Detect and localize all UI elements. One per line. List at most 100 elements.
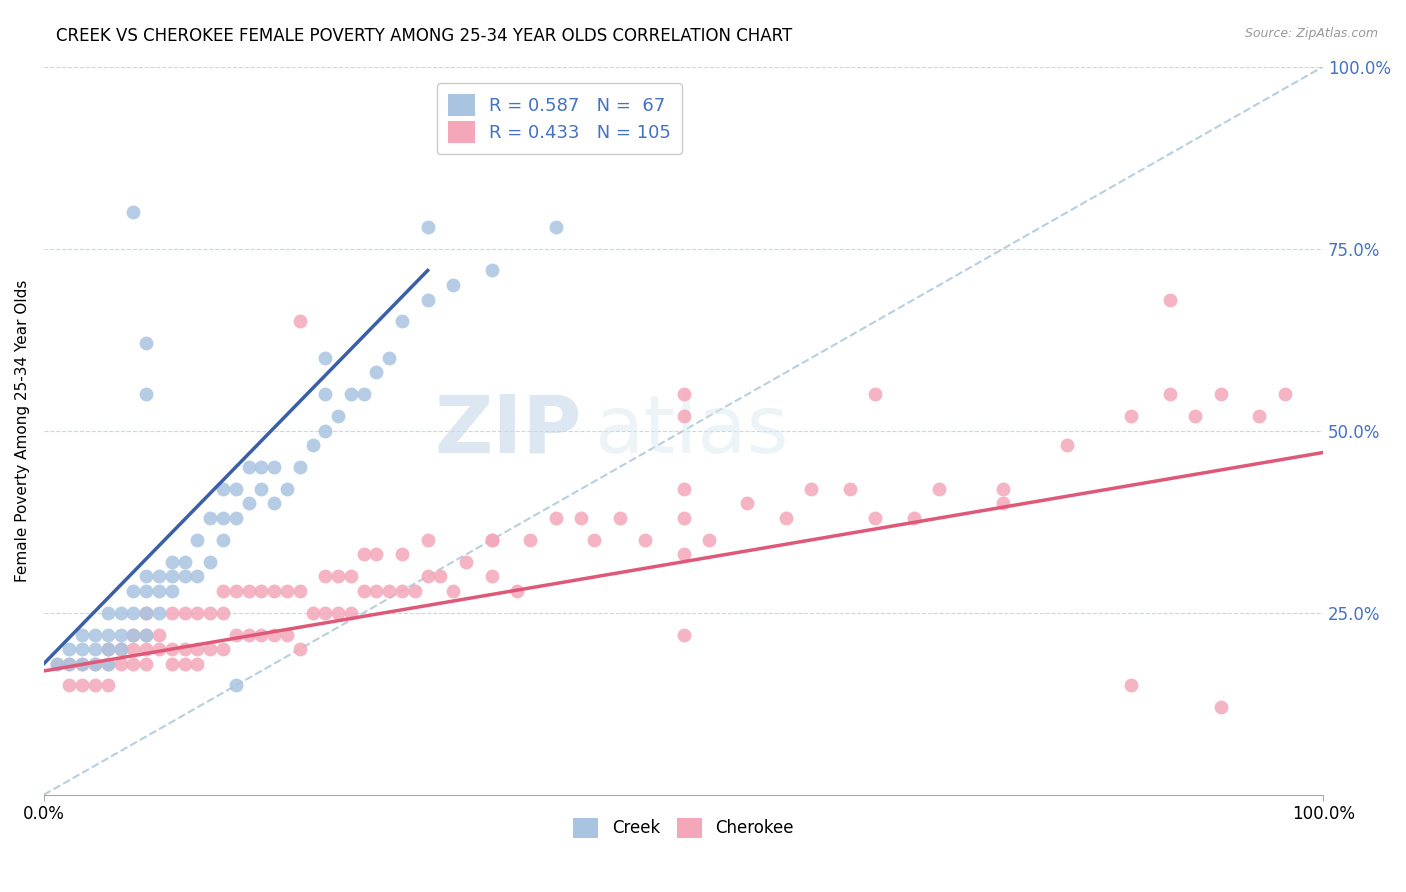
Point: [416, 569, 439, 583]
Point: [84, 627, 107, 641]
Point: [135, 642, 157, 657]
Point: [212, 511, 235, 525]
Point: [441, 583, 464, 598]
Point: [135, 606, 157, 620]
Point: [225, 511, 247, 525]
Point: [84, 678, 107, 692]
Point: [148, 569, 170, 583]
Point: [378, 351, 401, 365]
Point: [173, 657, 195, 671]
Point: [186, 606, 208, 620]
Point: [416, 219, 439, 234]
Point: [353, 387, 375, 401]
Point: [391, 583, 413, 598]
Point: [135, 606, 157, 620]
Point: [122, 627, 145, 641]
Point: [186, 642, 208, 657]
Point: [148, 583, 170, 598]
Point: [481, 569, 503, 583]
Point: [672, 548, 695, 562]
Point: [838, 482, 860, 496]
Point: [212, 606, 235, 620]
Point: [122, 583, 145, 598]
Point: [288, 642, 311, 657]
Point: [1159, 293, 1181, 307]
Point: [404, 583, 426, 598]
Point: [148, 627, 170, 641]
Point: [366, 548, 388, 562]
Point: [122, 606, 145, 620]
Point: [97, 606, 120, 620]
Point: [737, 496, 759, 510]
Point: [1274, 387, 1296, 401]
Point: [865, 387, 887, 401]
Point: [544, 511, 567, 525]
Point: [160, 569, 183, 583]
Point: [135, 583, 157, 598]
Point: [481, 263, 503, 277]
Point: [198, 555, 221, 569]
Point: [340, 387, 363, 401]
Point: [160, 642, 183, 657]
Point: [353, 548, 375, 562]
Point: [250, 482, 273, 496]
Point: [314, 387, 336, 401]
Point: [173, 555, 195, 569]
Point: [391, 314, 413, 328]
Point: [314, 351, 336, 365]
Point: [326, 606, 349, 620]
Point: [441, 278, 464, 293]
Point: [366, 365, 388, 379]
Point: [697, 533, 720, 547]
Point: [1121, 409, 1143, 423]
Point: [212, 583, 235, 598]
Point: [238, 627, 260, 641]
Point: [58, 678, 80, 692]
Point: [238, 496, 260, 510]
Point: [160, 657, 183, 671]
Point: [186, 533, 208, 547]
Point: [110, 606, 132, 620]
Point: [326, 409, 349, 423]
Point: [122, 627, 145, 641]
Point: [225, 482, 247, 496]
Point: [1184, 409, 1206, 423]
Point: [122, 657, 145, 671]
Point: [45, 657, 67, 671]
Point: [353, 583, 375, 598]
Point: [263, 460, 285, 475]
Point: [135, 627, 157, 641]
Point: [1056, 438, 1078, 452]
Point: [276, 627, 298, 641]
Point: [378, 583, 401, 598]
Point: [506, 583, 529, 598]
Point: [800, 482, 823, 496]
Point: [238, 583, 260, 598]
Point: [544, 219, 567, 234]
Point: [1159, 387, 1181, 401]
Text: CREEK VS CHEROKEE FEMALE POVERTY AMONG 25-34 YEAR OLDS CORRELATION CHART: CREEK VS CHEROKEE FEMALE POVERTY AMONG 2…: [56, 27, 793, 45]
Point: [672, 511, 695, 525]
Point: [391, 548, 413, 562]
Legend: Creek, Cherokee: Creek, Cherokee: [567, 811, 800, 845]
Point: [288, 460, 311, 475]
Point: [225, 627, 247, 641]
Point: [416, 293, 439, 307]
Point: [519, 533, 541, 547]
Point: [301, 606, 323, 620]
Point: [1209, 387, 1232, 401]
Point: [212, 482, 235, 496]
Point: [416, 533, 439, 547]
Point: [301, 438, 323, 452]
Point: [84, 657, 107, 671]
Point: [429, 569, 451, 583]
Point: [340, 606, 363, 620]
Point: [288, 583, 311, 598]
Point: [1209, 700, 1232, 714]
Point: [263, 627, 285, 641]
Point: [97, 678, 120, 692]
Point: [212, 642, 235, 657]
Point: [72, 678, 94, 692]
Point: [276, 583, 298, 598]
Point: [173, 569, 195, 583]
